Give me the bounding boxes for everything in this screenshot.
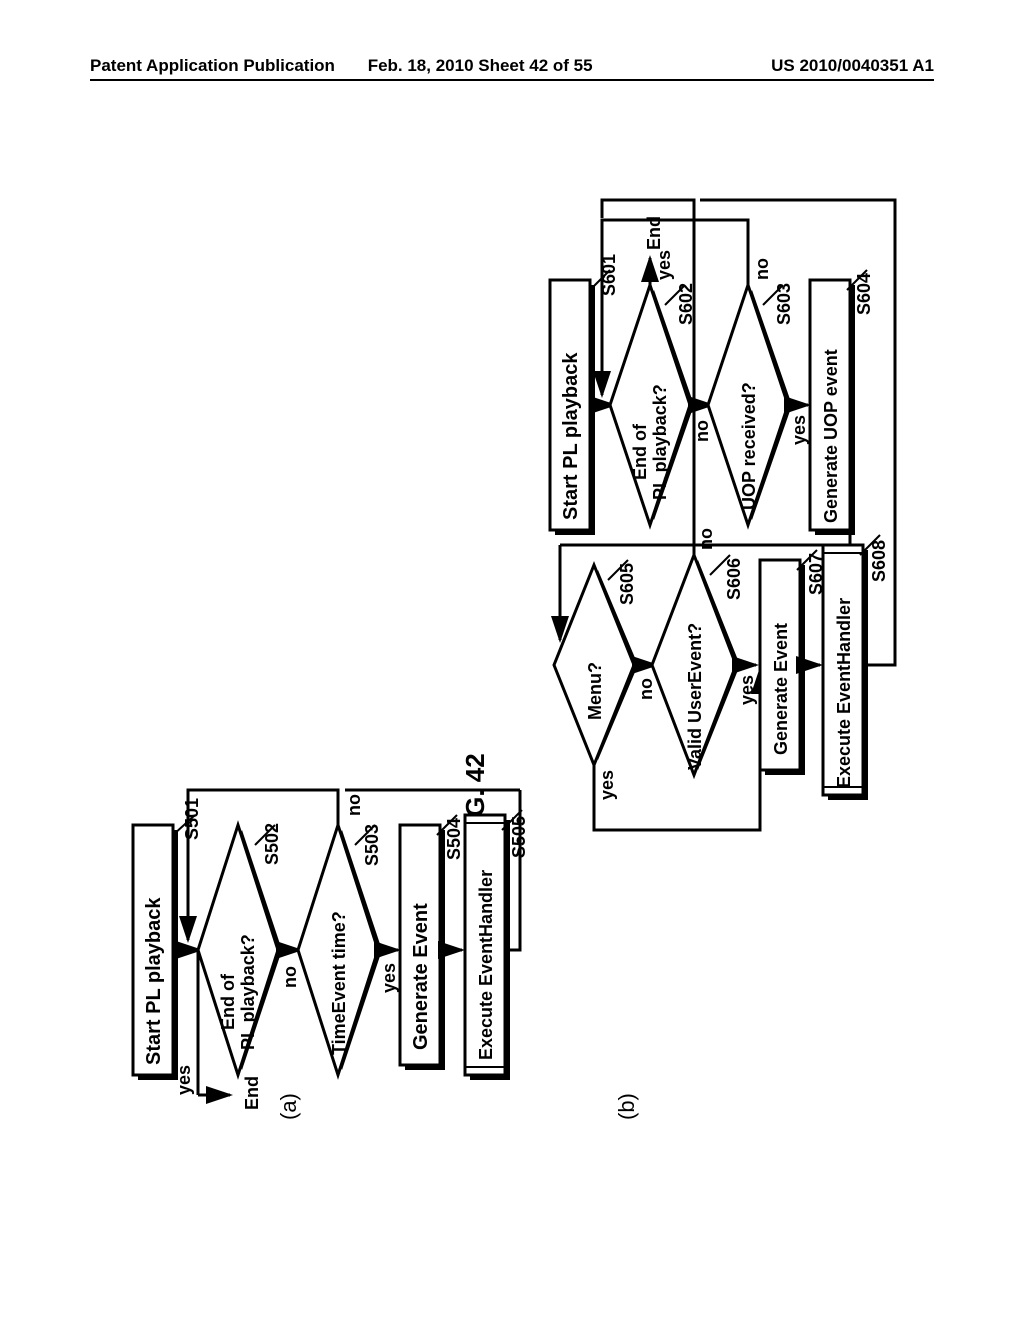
page: Patent Application Publication Feb. 18, … <box>0 0 1024 1320</box>
node-s603: UOP received? S603 <box>708 283 794 525</box>
s504-label: Generate Event <box>410 903 432 1050</box>
s606-yes: yes <box>737 675 757 705</box>
flowchart-svg: Start PL playback S501 End of PL playbac… <box>0 0 1024 1320</box>
node-s606: Valid UserEvent? S606 <box>652 555 744 775</box>
node-s504: Generate Event S504 <box>400 815 464 1070</box>
node-s607: Generate Event S607 <box>760 550 826 775</box>
s601-label: Start PL playback <box>560 352 582 520</box>
s604-label: Generate UOP event <box>821 349 841 523</box>
s605-label: Menu? <box>585 662 605 720</box>
s501-label: Start PL playback <box>143 897 165 1065</box>
node-s608: Execute EventHandler S608 <box>823 535 889 800</box>
node-s502: End of PL playback? S502 <box>198 823 282 1075</box>
node-s601: Start PL playback S601 <box>550 254 619 535</box>
s602-yes: yes <box>654 250 674 280</box>
node-s604: Generate UOP event S604 <box>810 270 874 535</box>
s502-l2: PL playback? <box>238 934 258 1050</box>
s608-label: Execute EventHandler <box>834 598 854 788</box>
node-s602: End of PL playback? S602 <box>610 283 696 525</box>
s605-no: no <box>636 678 656 700</box>
s503-label: TimeEvent time? <box>329 911 349 1055</box>
s603-label: UOP received? <box>739 382 759 510</box>
s606-no: no <box>696 528 716 550</box>
s602-l2: PL playback? <box>650 384 670 500</box>
s503-no: no <box>344 794 364 816</box>
node-s503: TimeEvent time? S503 <box>298 824 382 1075</box>
s602-l1: End of <box>630 423 650 480</box>
s603-no: no <box>752 258 772 280</box>
s603-yes: yes <box>789 415 809 445</box>
s502-no: no <box>280 966 300 988</box>
s608-tag: S608 <box>869 540 889 582</box>
s607-label: Generate Event <box>771 623 791 755</box>
s605-yes: yes <box>597 770 617 800</box>
end-a: End <box>242 1076 262 1110</box>
node-s501: Start PL playback S501 <box>133 798 202 1080</box>
s605-tag: S605 <box>617 563 637 605</box>
s604-tag: S604 <box>854 273 874 315</box>
s503-tag: S503 <box>362 824 382 866</box>
s505-label: Execute EventHandler <box>476 870 496 1060</box>
s606-label: Valid UserEvent? <box>685 623 705 770</box>
s502-yes: yes <box>174 1065 194 1095</box>
node-s605: Menu? S605 <box>554 560 638 765</box>
s503-yes: yes <box>379 963 399 993</box>
s504-tag: S504 <box>444 818 464 860</box>
s502-tag: S502 <box>262 823 282 865</box>
s606-tag: S606 <box>724 558 744 600</box>
s502-l1: End of <box>218 973 238 1030</box>
s603-tag: S603 <box>774 283 794 325</box>
s501-tag: S501 <box>182 798 202 840</box>
